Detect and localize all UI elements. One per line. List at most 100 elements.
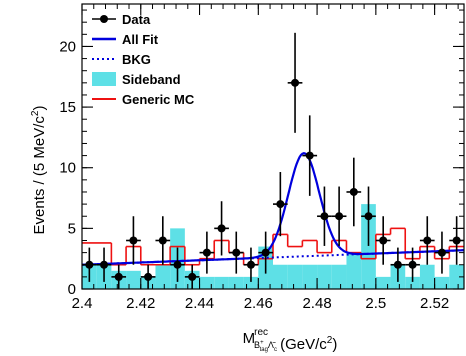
data-marker — [320, 212, 329, 221]
data-point — [273, 172, 288, 237]
data-marker — [349, 187, 358, 196]
sideband-bar — [331, 264, 347, 289]
legend-item-bkg: BKG — [92, 52, 151, 67]
data-marker — [100, 260, 109, 269]
data-point — [390, 247, 406, 282]
y-tick-label: 20 — [59, 38, 76, 55]
data-point — [96, 247, 112, 282]
data-point — [449, 216, 464, 265]
data-point — [331, 186, 347, 246]
x-tick-label: 2.44 — [185, 295, 214, 312]
sideband-bar — [375, 276, 391, 289]
data-point — [434, 231, 450, 274]
data-point — [184, 264, 200, 289]
sideband-bar — [126, 270, 141, 289]
legend-label-mc: Generic MC — [122, 92, 195, 107]
data-marker — [379, 236, 388, 245]
data-marker — [217, 224, 226, 233]
sideband-bar — [273, 264, 288, 289]
data-point — [361, 186, 376, 246]
data-point — [214, 201, 229, 256]
sideband-bar — [449, 264, 464, 289]
data-marker — [202, 248, 211, 257]
data-point — [287, 32, 303, 133]
bkg-curve — [82, 249, 464, 266]
fit-line — [82, 152, 464, 266]
legend-item-fit: All Fit — [92, 32, 159, 47]
data-marker — [129, 236, 138, 245]
legend-item-data: Data — [92, 12, 151, 27]
x-tick-label: 2.4 — [72, 295, 93, 312]
x-axis-label: Mrec B+ tagΛ̄c- (GeV/c2) — [243, 327, 338, 353]
y-tick-label: 5 — [68, 220, 76, 237]
data-marker — [232, 248, 241, 257]
bkg-line — [82, 249, 464, 266]
legend-item-sideband: Sideband — [92, 72, 181, 87]
axis-tick-labels: 2.4 2.42 2.44 2.46 2.48 2.5 2.52 0 5 10 15 20 — [59, 38, 449, 312]
legend-label-sideband: Sideband — [122, 72, 181, 87]
y-tick-label: 10 — [59, 160, 76, 177]
data-marker — [144, 272, 153, 281]
data-point — [170, 247, 185, 282]
data-marker — [335, 212, 344, 221]
legend-item-mc: Generic MC — [92, 92, 195, 107]
data-marker — [173, 260, 182, 269]
sideband-bar — [302, 264, 318, 289]
data-marker — [437, 248, 446, 257]
data-points — [82, 32, 464, 289]
x-tick-label: 2.46 — [244, 295, 273, 312]
data-marker — [291, 78, 300, 87]
data-marker — [393, 260, 402, 269]
legend-sideband-swatch — [92, 72, 116, 86]
legend-data-marker — [100, 15, 108, 23]
x-tick-label: 2.42 — [126, 295, 155, 312]
x-tick-label: 2.48 — [302, 295, 331, 312]
sideband-bar — [287, 264, 303, 289]
data-marker — [364, 212, 373, 221]
data-marker — [85, 260, 94, 269]
legend-label-bkg: BKG — [122, 52, 151, 67]
data-marker — [305, 151, 314, 160]
data-point — [375, 216, 391, 265]
x-tick-label: 2.52 — [420, 295, 449, 312]
data-point — [126, 216, 141, 265]
y-tick-label: 0 — [68, 281, 76, 298]
data-point — [346, 157, 362, 227]
data-marker — [452, 236, 461, 245]
data-point — [405, 247, 420, 282]
data-marker — [246, 260, 255, 269]
data-point — [140, 264, 156, 289]
generic-mc-histogram — [82, 227, 464, 266]
data-point — [155, 216, 171, 265]
sideband-bar — [155, 264, 171, 289]
fit-curve — [82, 152, 464, 266]
sideband-bar — [346, 252, 362, 289]
data-marker — [408, 260, 417, 269]
data-point — [419, 216, 435, 265]
data-marker — [261, 248, 270, 257]
plot-frame — [81, 3, 465, 290]
sideband-bar — [361, 204, 376, 289]
legend: Data All Fit BKG Sideband Generic MC — [92, 12, 195, 107]
legend-label-data: Data — [122, 12, 151, 27]
sideband-bar — [199, 276, 215, 289]
sideband-bar — [419, 264, 435, 289]
sideband-bar — [243, 276, 259, 289]
sideband-bar — [214, 276, 229, 289]
sideband-bar — [405, 276, 420, 289]
axis-ticks — [81, 4, 464, 290]
data-marker — [114, 272, 123, 281]
data-point — [199, 231, 215, 274]
data-marker — [158, 236, 167, 245]
sideband-bar — [317, 264, 332, 289]
sideband-bar — [228, 276, 244, 289]
data-point — [228, 231, 244, 274]
y-axis-label: Events / (5 MeV/c2) — [30, 106, 48, 235]
data-point — [317, 186, 332, 246]
legend-label-fit: All Fit — [122, 32, 159, 47]
data-marker — [276, 200, 285, 209]
data-point — [258, 231, 273, 274]
data-marker — [188, 272, 197, 281]
sideband-bar — [434, 276, 450, 289]
